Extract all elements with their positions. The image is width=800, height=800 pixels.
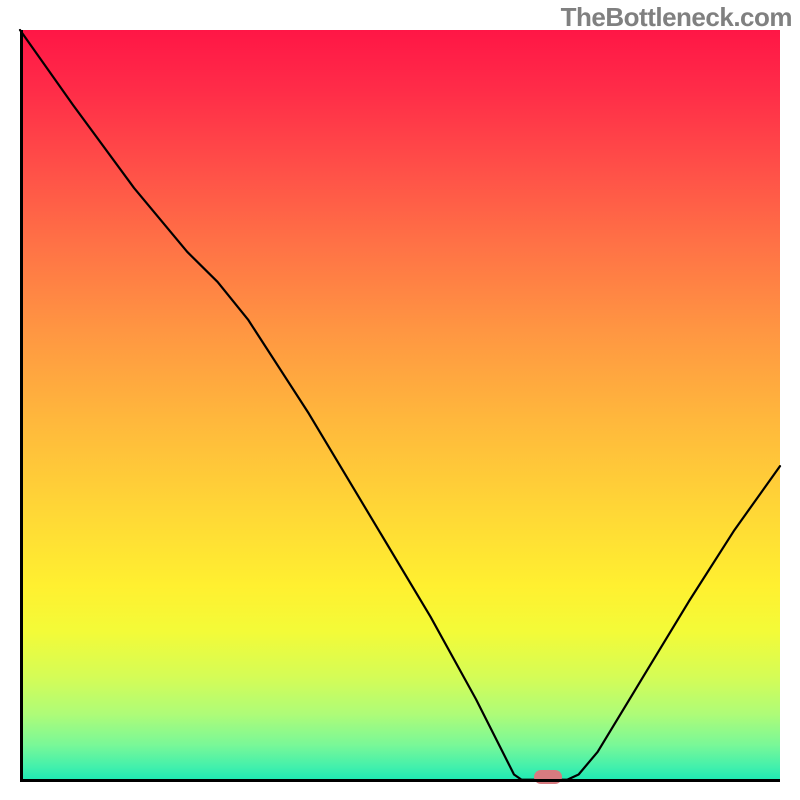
y-axis [20, 30, 23, 782]
optimal-marker [534, 770, 562, 784]
plot-area [20, 30, 780, 782]
watermark-text: TheBottleneck.com [561, 2, 792, 33]
bottleneck-curve [20, 30, 780, 782]
chart-container: { "watermark": "TheBottleneck.com", "wat… [0, 0, 800, 800]
x-axis [20, 779, 780, 782]
